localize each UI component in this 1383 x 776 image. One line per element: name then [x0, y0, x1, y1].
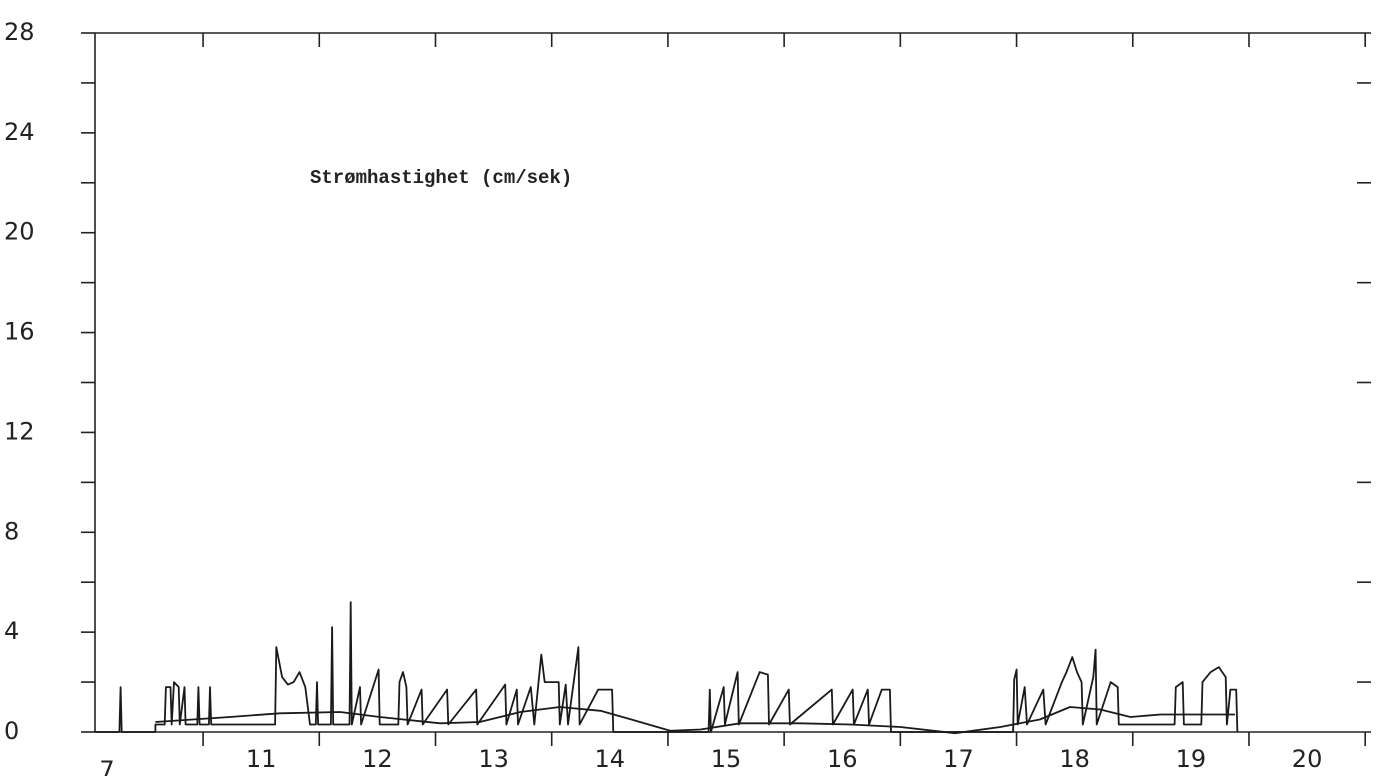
- y-tick-label: 0: [4, 717, 19, 745]
- x-tick-label: 7: [99, 756, 114, 776]
- y-tick-label: 8: [4, 517, 19, 545]
- x-tick-label: 17: [943, 745, 974, 773]
- x-tick-label: 13: [478, 745, 509, 773]
- x-tick-label: 11: [246, 745, 277, 773]
- x-tick-label: 12: [362, 745, 393, 773]
- x-tick-label: 15: [711, 745, 742, 773]
- series-line: [95, 601, 1239, 733]
- series-line: [155, 706, 1235, 735]
- annotation: Strømhastighet (cm/sek): [310, 167, 572, 189]
- x-tick-label: 19: [1176, 745, 1207, 773]
- y-tick-label: 12: [4, 417, 35, 445]
- x-tick-label: 18: [1059, 745, 1090, 773]
- y-tick-label: 24: [4, 118, 35, 146]
- y-tick-label: 4: [4, 617, 19, 645]
- y-tick-label: 16: [4, 318, 35, 346]
- x-tick-label: 16: [827, 745, 858, 773]
- x-tick-label: 20: [1292, 745, 1323, 773]
- x-tick-label: 14: [595, 745, 626, 773]
- y-tick-label: 20: [4, 218, 35, 246]
- y-tick-label: 28: [4, 18, 35, 46]
